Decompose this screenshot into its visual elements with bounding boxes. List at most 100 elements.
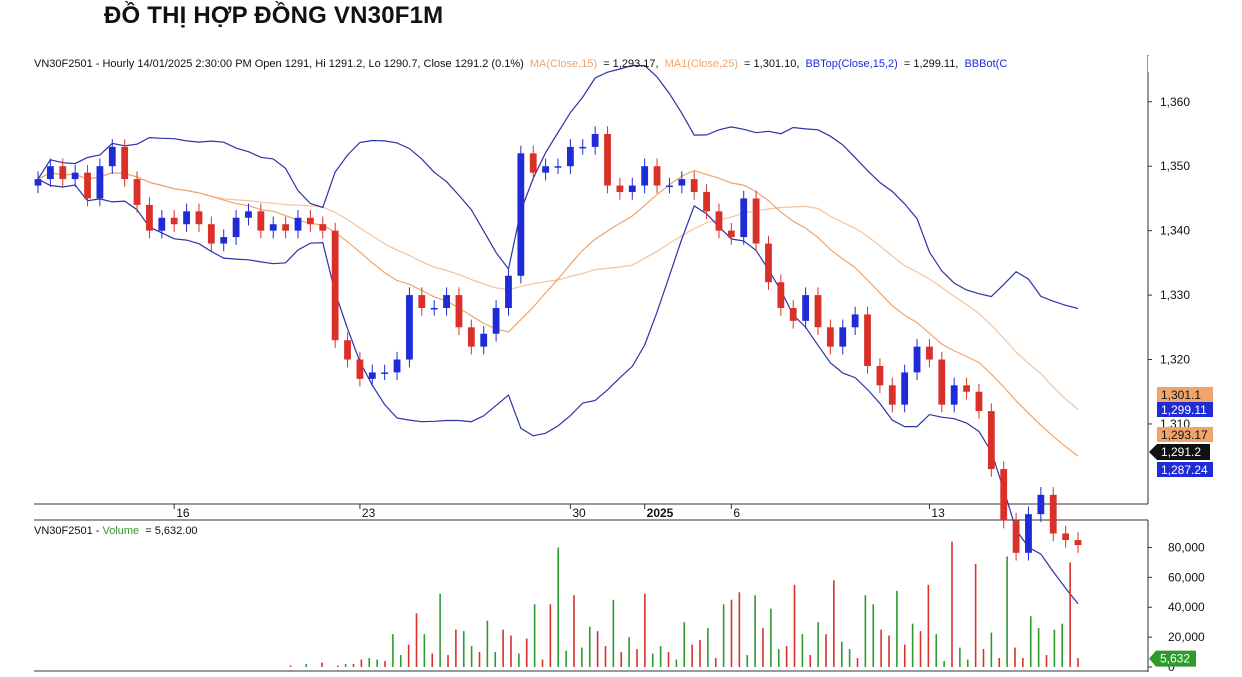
badge-label: 1,293.17 <box>1161 428 1208 442</box>
candle-body <box>566 146 574 167</box>
close-price-badge <box>1149 444 1210 460</box>
price-legend-ohlc: VN30F2501 - Hourly 14/01/2025 2:30:00 PM… <box>34 58 524 70</box>
candle-body <box>170 217 178 225</box>
ma15-value: = 1,293.17, <box>603 58 658 70</box>
volume-tick-label: 60,000 <box>1168 570 1205 584</box>
candle-body <box>1012 520 1020 553</box>
date-tick-label: 30 <box>572 506 586 520</box>
price-tick-label: 1,360 <box>1160 95 1190 109</box>
candle-body <box>71 172 79 180</box>
indicator-badge <box>1157 462 1213 477</box>
candle-body <box>183 211 190 225</box>
candle-body <box>84 172 91 199</box>
candle-body <box>987 411 995 470</box>
candle-body <box>752 198 760 244</box>
candle-body <box>703 191 710 212</box>
indicator-badge <box>1157 427 1213 442</box>
candle-body <box>319 224 327 231</box>
candles <box>34 126 1082 561</box>
candle-body <box>913 346 921 373</box>
candle-body <box>195 211 203 225</box>
candle-body <box>888 385 896 405</box>
ma25-line <box>37 172 1079 410</box>
candle-body <box>554 166 562 168</box>
indicator-badge <box>1157 402 1213 417</box>
bbbot-label: BBBot(C <box>964 58 1007 70</box>
candle-body <box>591 133 599 147</box>
bollinger-bottom-line <box>37 178 1079 605</box>
candle-body <box>1000 469 1008 521</box>
price-tick-label: 1,350 <box>1160 159 1190 173</box>
candle-body <box>356 359 364 379</box>
candle-body <box>430 307 438 310</box>
candle-body <box>529 153 537 173</box>
date-tick-label: 13 <box>931 506 945 520</box>
indicator-badge <box>1157 387 1213 402</box>
candle-body <box>975 391 983 412</box>
candle-body <box>926 346 933 360</box>
candle-body <box>133 179 141 205</box>
candle-body <box>158 217 166 231</box>
bbtop-value: = 1,299.11, <box>904 58 959 70</box>
date-tick-label: 23 <box>362 506 376 520</box>
volume-legend-name: Volume <box>102 525 139 537</box>
date-tick-label: 2025 <box>647 506 674 520</box>
candle-body <box>1074 539 1082 546</box>
candle-body <box>740 198 748 238</box>
date-tick-label: 6 <box>733 506 740 520</box>
ma15-line <box>37 169 1079 457</box>
candle-body <box>406 295 413 360</box>
candle-body <box>505 275 512 308</box>
candle-body <box>950 385 958 405</box>
date-axis: 16 23 30 2025 6 13 <box>173 504 945 520</box>
candle-body <box>789 307 797 321</box>
candle-body <box>641 166 649 186</box>
badge-label: 1,287.24 <box>1161 463 1208 477</box>
candle-body <box>826 327 834 347</box>
ma25-value: = 1,301.10, <box>744 58 799 70</box>
candle-body <box>616 185 624 192</box>
volume-last-badge <box>1149 650 1196 667</box>
volume-last-label: 5,632 <box>1160 652 1190 666</box>
candle-body <box>604 133 611 186</box>
candle-body <box>963 385 970 392</box>
page-title: ĐỒ THỊ HỢP ĐỒNG VN30F1M <box>104 2 444 29</box>
candle-body <box>715 211 723 231</box>
price-tick-label: 1,320 <box>1160 353 1190 367</box>
candle-body <box>666 185 673 188</box>
candle-body <box>381 372 389 374</box>
price-tick-label: 1,330 <box>1160 288 1190 302</box>
volume-legend-value: = 5,632.00 <box>145 525 197 537</box>
candle-body <box>765 243 772 283</box>
candle-body <box>331 230 339 341</box>
bollinger-top-line <box>37 65 1079 310</box>
ma25-label: MA1(Close,25) <box>665 58 738 70</box>
candle-body <box>876 365 884 386</box>
candle-body <box>96 166 104 199</box>
candle-body <box>727 230 735 238</box>
volume-legend: VN30F2501 - Volume = 5,632.00 <box>34 525 198 537</box>
candle-body <box>851 314 859 328</box>
volume-axis: 80,000 60,000 40,000 20,000 0 <box>1148 540 1205 674</box>
candle-body <box>653 166 661 186</box>
badge-label: 1,299.11 <box>1161 403 1207 417</box>
volume-tick-label: 80,000 <box>1168 540 1205 554</box>
candle-body <box>245 211 252 218</box>
candle-body <box>393 359 401 373</box>
volume-tick-label: 40,000 <box>1168 600 1205 614</box>
candle-body <box>839 327 847 347</box>
candle-body <box>864 314 871 366</box>
price-legend: VN30F2501 - Hourly 14/01/2025 2:30:00 PM… <box>34 58 1007 70</box>
volume-tick-label: 0 <box>1168 660 1175 674</box>
candle-body <box>220 237 228 244</box>
candle-body <box>492 307 500 334</box>
candle-body <box>269 224 277 231</box>
candle-body <box>938 359 946 405</box>
candle-body <box>802 295 810 321</box>
candle-body <box>777 282 785 308</box>
candle-body <box>443 295 450 308</box>
candle-body <box>1025 514 1032 553</box>
volume-bars <box>289 541 1079 667</box>
